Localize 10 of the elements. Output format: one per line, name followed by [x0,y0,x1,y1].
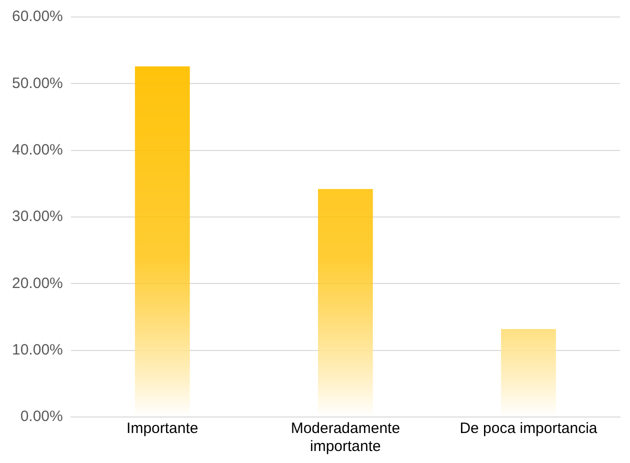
y-tick-label: 30.00% [12,208,63,226]
y-tick-label: 60.00% [12,8,63,26]
x-tick-label: Moderadamente importante [290,420,400,456]
x-tick-label: De poca importancia [460,420,598,438]
y-tick-label: 40.00% [12,141,63,158]
y-tick-label: 0.00% [20,408,63,426]
y-tick-label: 20.00% [12,274,63,292]
y-tick-label: 50.00% [12,74,63,92]
x-tick-label: Importante [126,420,198,438]
y-tick-label: 10.00% [12,341,63,358]
